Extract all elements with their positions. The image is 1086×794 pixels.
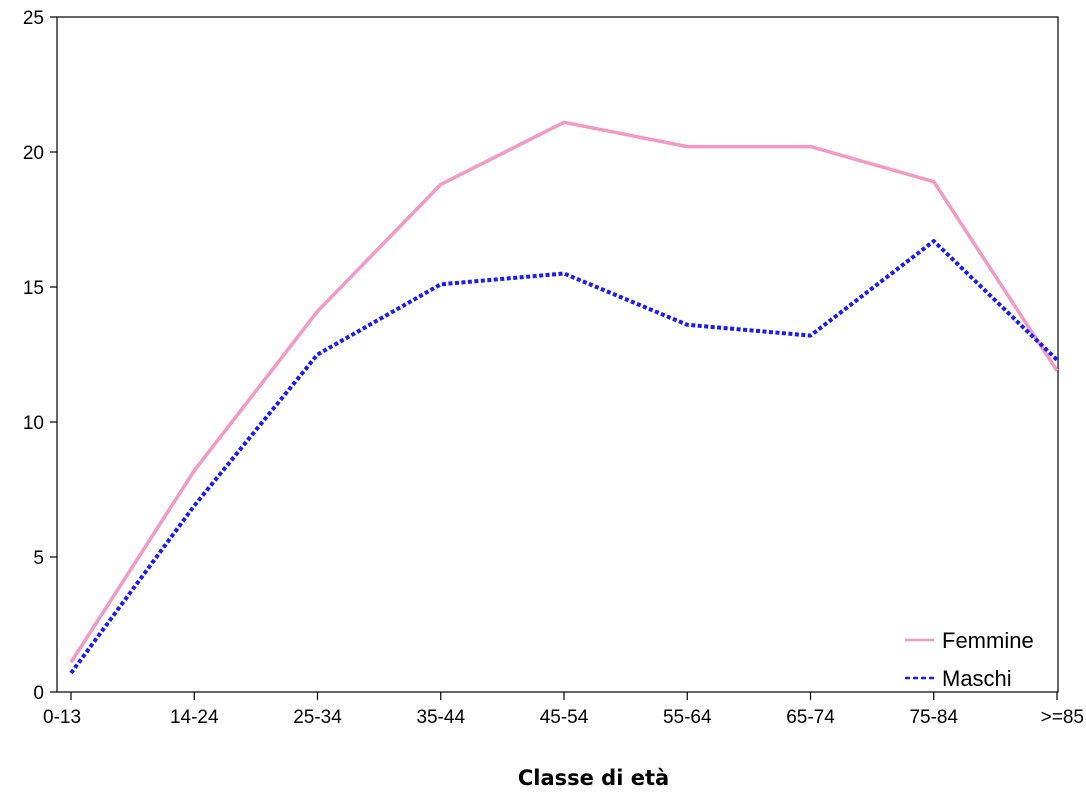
plot-frame xyxy=(56,16,1059,693)
legend-label: Femmine xyxy=(942,628,1034,653)
y-tick-label: 10 xyxy=(23,413,44,434)
y-tick-label: 20 xyxy=(23,143,44,164)
x-tick-label: 14-24 xyxy=(170,707,219,728)
axes: 0 5 10 15 20 25 0-13 14-24 25-34 35-44 45-54 55-64 6… xyxy=(23,8,1084,728)
legend: Femmine Maschi xyxy=(905,628,1034,691)
x-tick-label: 35-44 xyxy=(416,707,465,728)
x-tick-label: 55-64 xyxy=(663,707,712,728)
x-tick-label: >=85 xyxy=(1041,707,1084,728)
x-tick-label: 0-13 xyxy=(43,707,81,728)
x-tick-label: 65-74 xyxy=(786,707,835,728)
y-tick-label: 0 xyxy=(33,683,44,704)
series-line-maschi xyxy=(69,239,1059,675)
y-tick-label: 5 xyxy=(33,548,44,569)
x-tick-label: 25-34 xyxy=(293,707,342,728)
x-axis-title: Classe di età xyxy=(518,766,669,790)
y-tick-label: 25 xyxy=(23,8,44,29)
legend-label: Maschi xyxy=(942,666,1012,691)
y-tick-label: 15 xyxy=(23,278,44,299)
series-layer xyxy=(69,120,1059,675)
x-tick-label: 45-54 xyxy=(540,707,589,728)
x-tick-label: 75-84 xyxy=(909,707,958,728)
series-line-femmine xyxy=(69,120,1059,664)
